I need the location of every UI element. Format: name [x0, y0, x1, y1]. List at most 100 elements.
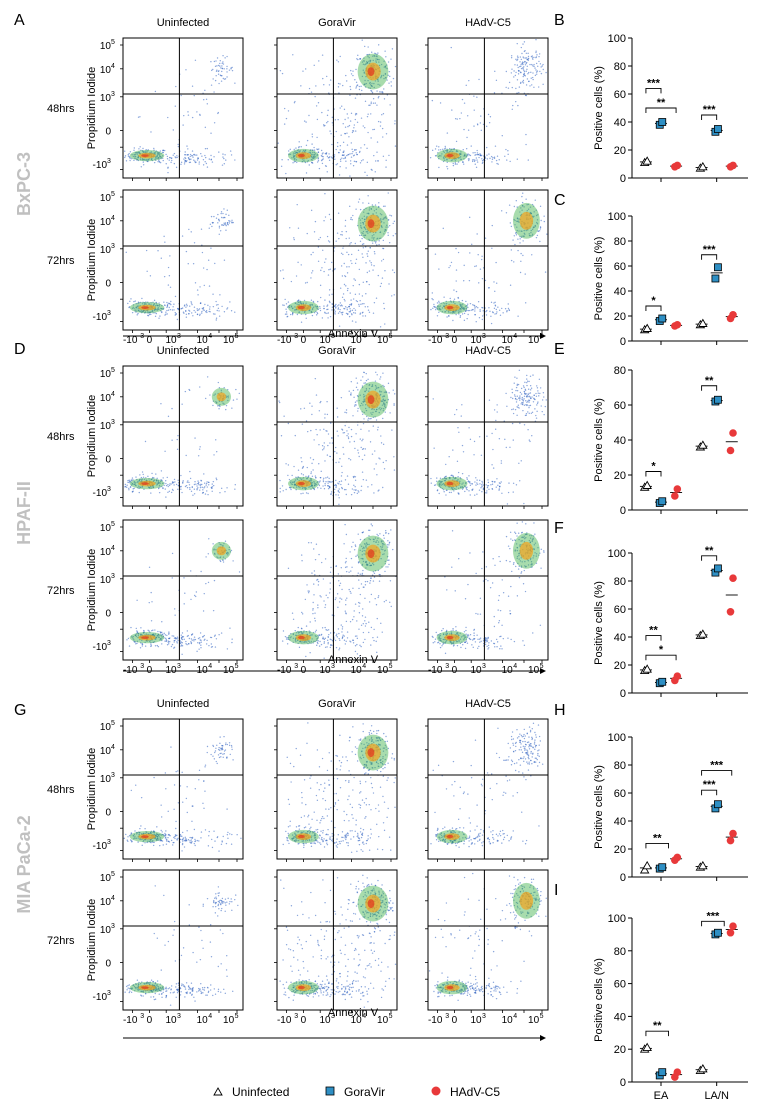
flow-event — [354, 545, 357, 548]
flow-event — [531, 55, 534, 57]
flow-event — [300, 264, 302, 266]
flow-event — [329, 156, 331, 158]
flow-event — [522, 401, 524, 404]
flow-event — [191, 150, 194, 152]
flow-event — [387, 74, 389, 77]
flow-event — [208, 538, 210, 540]
flow-event — [364, 306, 366, 308]
flow-event — [315, 105, 318, 107]
flow-event — [188, 309, 190, 312]
flow-event — [379, 121, 382, 123]
flow-event — [142, 150, 144, 153]
flow-event — [189, 486, 191, 489]
flow-event — [129, 300, 131, 303]
flow-event — [140, 149, 142, 152]
flow-event — [283, 415, 285, 417]
flow-event — [231, 219, 233, 221]
flow-event — [388, 224, 391, 227]
flow-event — [520, 71, 522, 74]
flow-event — [518, 70, 520, 72]
condition-header: HAdV-C5 — [465, 17, 511, 29]
flow-event — [385, 566, 387, 568]
flow-event — [337, 118, 339, 121]
flow-event — [323, 448, 325, 450]
flow-event — [515, 484, 518, 486]
flow-event — [214, 79, 217, 82]
flow-event — [173, 478, 176, 481]
flow-event — [486, 486, 489, 489]
flow-event — [521, 52, 523, 55]
flow-event — [185, 640, 187, 643]
flow-event — [191, 303, 193, 306]
flow-event — [171, 577, 173, 579]
flow-event — [336, 145, 339, 148]
flow-event — [382, 417, 384, 420]
flow-event — [177, 488, 179, 491]
y-tick-label: 0 — [105, 278, 111, 289]
flow-event — [357, 533, 359, 535]
flow-event — [391, 429, 393, 431]
flow-event — [157, 250, 159, 252]
flow-event — [431, 292, 434, 294]
flow-event — [221, 67, 223, 69]
flow-event — [155, 312, 158, 315]
flow-event — [443, 148, 446, 150]
flow-event — [484, 237, 487, 239]
flow-event — [321, 54, 324, 56]
flow-event — [207, 481, 210, 484]
flow-event — [355, 87, 357, 89]
flow-event — [529, 85, 531, 87]
flow-event — [165, 311, 167, 313]
flow-event — [319, 477, 322, 479]
flow-event — [519, 480, 521, 482]
flow-event — [215, 304, 218, 306]
flow-event — [495, 282, 498, 284]
flow-event — [210, 154, 212, 157]
flow-event — [303, 150, 306, 152]
flow-event — [341, 465, 343, 468]
flow-event — [188, 228, 190, 231]
flow-event — [333, 154, 336, 156]
flow-event — [180, 94, 182, 97]
flow-event — [177, 479, 179, 482]
flow-event — [177, 639, 179, 642]
flow-event — [541, 410, 543, 413]
flow-event — [369, 247, 371, 249]
flow-event — [523, 386, 525, 389]
flow-event — [279, 491, 281, 493]
flow-event — [355, 86, 358, 88]
flow-event — [347, 154, 349, 156]
y-tick-label: 10 — [100, 245, 112, 256]
flow-event — [199, 632, 202, 634]
flow-event — [187, 111, 189, 113]
flow-plot-bxpc-3-48hrs-uninfected — [120, 37, 244, 181]
flow-event — [385, 77, 387, 79]
flow-event — [166, 476, 168, 479]
flow-event — [341, 313, 344, 316]
flow-event — [202, 635, 204, 638]
flow-event — [523, 424, 526, 426]
flow-event — [319, 307, 321, 310]
flow-event — [176, 448, 179, 451]
flow-event — [285, 488, 287, 491]
flow-event — [384, 65, 387, 68]
flow-event — [519, 422, 521, 425]
flow-event — [492, 481, 494, 483]
flow-event — [339, 458, 341, 460]
flow-event — [463, 128, 465, 131]
flow-event — [522, 385, 525, 387]
flow-event — [539, 226, 542, 228]
flow-event — [189, 477, 192, 480]
flow-event — [528, 405, 530, 407]
density-core — [298, 153, 305, 158]
flow-event — [344, 479, 347, 481]
flow-event — [176, 642, 178, 644]
flow-event — [318, 60, 320, 62]
flow-event — [526, 401, 528, 404]
flow-event — [376, 141, 379, 143]
flow-event — [463, 102, 466, 104]
flow-event — [359, 312, 362, 314]
flow-event — [457, 471, 460, 474]
flow-event — [221, 75, 223, 77]
flow-event — [132, 155, 135, 158]
